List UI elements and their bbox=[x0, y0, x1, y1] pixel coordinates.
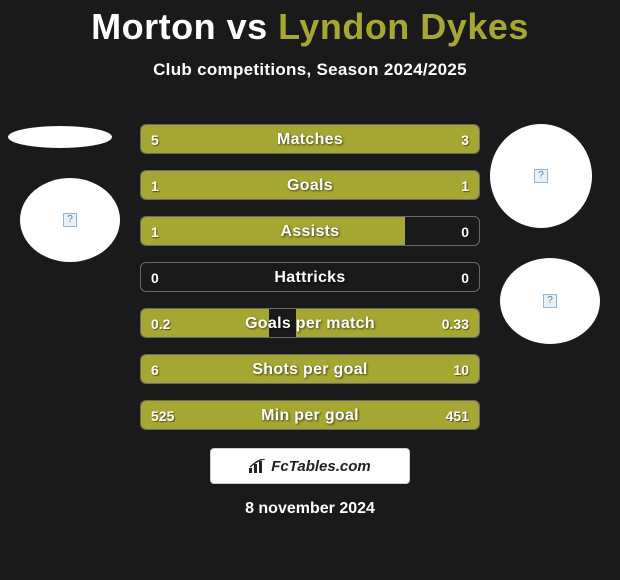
subtitle: Club competitions, Season 2024/2025 bbox=[0, 60, 620, 80]
fctables-logo[interactable]: FcTables.com bbox=[210, 448, 410, 484]
stat-row: 10Assists bbox=[140, 216, 480, 246]
placeholder-icon: ? bbox=[63, 213, 77, 227]
player2-name: Lyndon Dykes bbox=[278, 6, 529, 47]
stat-label: Min per goal bbox=[141, 401, 479, 429]
stat-label: Goals per match bbox=[141, 309, 479, 337]
stat-label: Goals bbox=[141, 171, 479, 199]
placeholder-icon: ? bbox=[534, 169, 548, 183]
stat-row: 11Goals bbox=[140, 170, 480, 200]
stat-label: Shots per goal bbox=[141, 355, 479, 383]
bars-icon bbox=[249, 459, 267, 473]
player1-avatar-circle: ? bbox=[20, 178, 120, 262]
stat-row: 53Matches bbox=[140, 124, 480, 154]
stat-label: Hattricks bbox=[141, 263, 479, 291]
comparison-title: Morton vs Lyndon Dykes bbox=[0, 0, 620, 48]
player1-ellipse bbox=[8, 126, 112, 148]
stat-row: 610Shots per goal bbox=[140, 354, 480, 384]
vs-label: vs bbox=[227, 6, 268, 47]
stat-row: 525451Min per goal bbox=[140, 400, 480, 430]
player2-secondary-circle: ? bbox=[500, 258, 600, 344]
stat-label: Assists bbox=[141, 217, 479, 245]
stat-row: 00Hattricks bbox=[140, 262, 480, 292]
placeholder-icon: ? bbox=[543, 294, 557, 308]
stats-bars: 53Matches 11Goals 10Assists 00Hattricks 0.20… bbox=[140, 124, 480, 446]
snapshot-date: 8 november 2024 bbox=[0, 500, 620, 518]
logo-text: FcTables.com bbox=[271, 458, 370, 475]
player1-name: Morton bbox=[91, 6, 216, 47]
player2-avatar-circle: ? bbox=[490, 124, 592, 228]
stat-label: Matches bbox=[141, 125, 479, 153]
stat-row: 0.20.33Goals per match bbox=[140, 308, 480, 338]
